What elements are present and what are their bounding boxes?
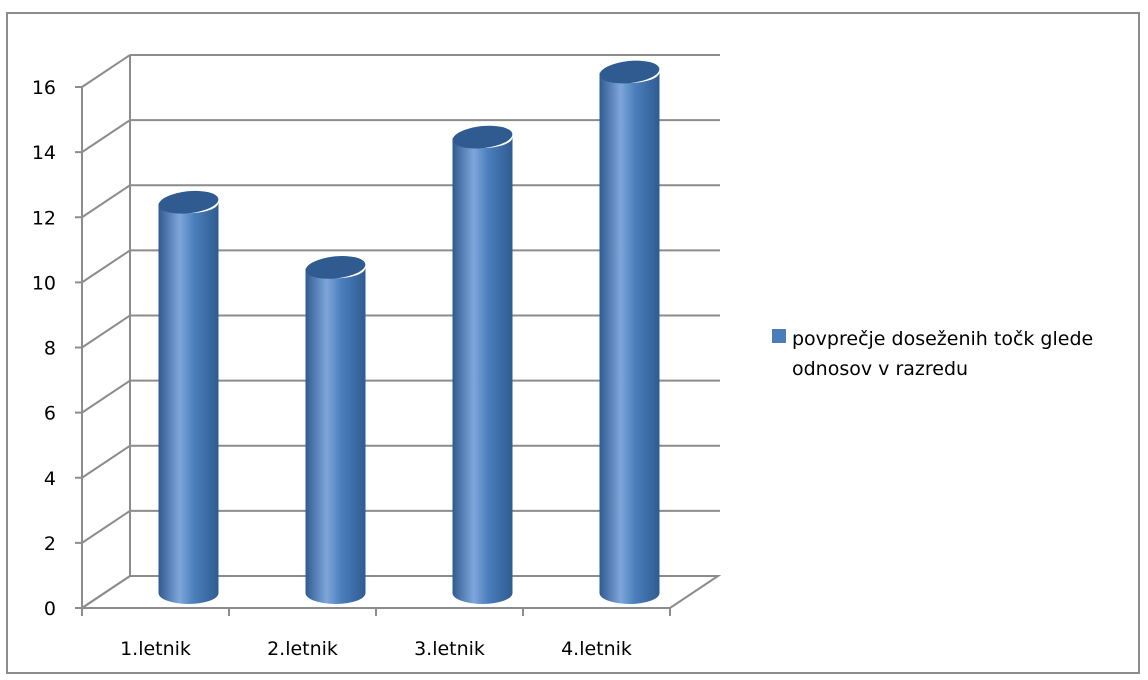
gridline-diagonal bbox=[81, 54, 131, 88]
bar-cap bbox=[158, 190, 219, 214]
y-tick-label: 4 bbox=[44, 468, 56, 490]
y-tick-label: 2 bbox=[44, 533, 56, 555]
y-tick-label: 6 bbox=[44, 403, 56, 425]
gridline-diagonal bbox=[81, 510, 131, 544]
gridline-diagonal bbox=[81, 119, 131, 153]
gridline-diagonal bbox=[81, 314, 131, 349]
x-tick-label: 4.letnik bbox=[561, 638, 632, 660]
x-tick-label: 3.letnik bbox=[414, 638, 485, 660]
bar-cap bbox=[452, 125, 513, 149]
chart-floor bbox=[78, 575, 722, 609]
y-tick-label: 8 bbox=[44, 338, 56, 360]
gridline-diagonal bbox=[81, 249, 131, 284]
y-tick-label: 12 bbox=[32, 207, 56, 229]
bar-cylinder bbox=[305, 267, 366, 604]
x-tick-label: 1.letnik bbox=[120, 638, 191, 660]
bar-cylinder bbox=[599, 72, 660, 604]
y-tick-label: 10 bbox=[32, 272, 56, 294]
bar-cap bbox=[599, 60, 660, 84]
gridline-diagonal bbox=[81, 444, 131, 479]
gridline-diagonal bbox=[81, 379, 131, 414]
bar-cap bbox=[305, 255, 366, 279]
gridline-diagonal bbox=[81, 184, 131, 219]
y-tick-label: 16 bbox=[32, 77, 56, 99]
y-tick-label: 0 bbox=[44, 598, 56, 620]
y-tick-label: 14 bbox=[32, 142, 56, 164]
legend: povprečje doseženih točk glede odnosov v… bbox=[772, 324, 1142, 384]
bar-cylinder bbox=[452, 137, 513, 604]
legend-entry-label: povprečje doseženih točk glede odnosov v… bbox=[792, 328, 1094, 380]
bar-cylinder bbox=[158, 202, 219, 604]
legend-swatch bbox=[772, 329, 786, 343]
x-tick-label: 2.letnik bbox=[267, 638, 338, 660]
